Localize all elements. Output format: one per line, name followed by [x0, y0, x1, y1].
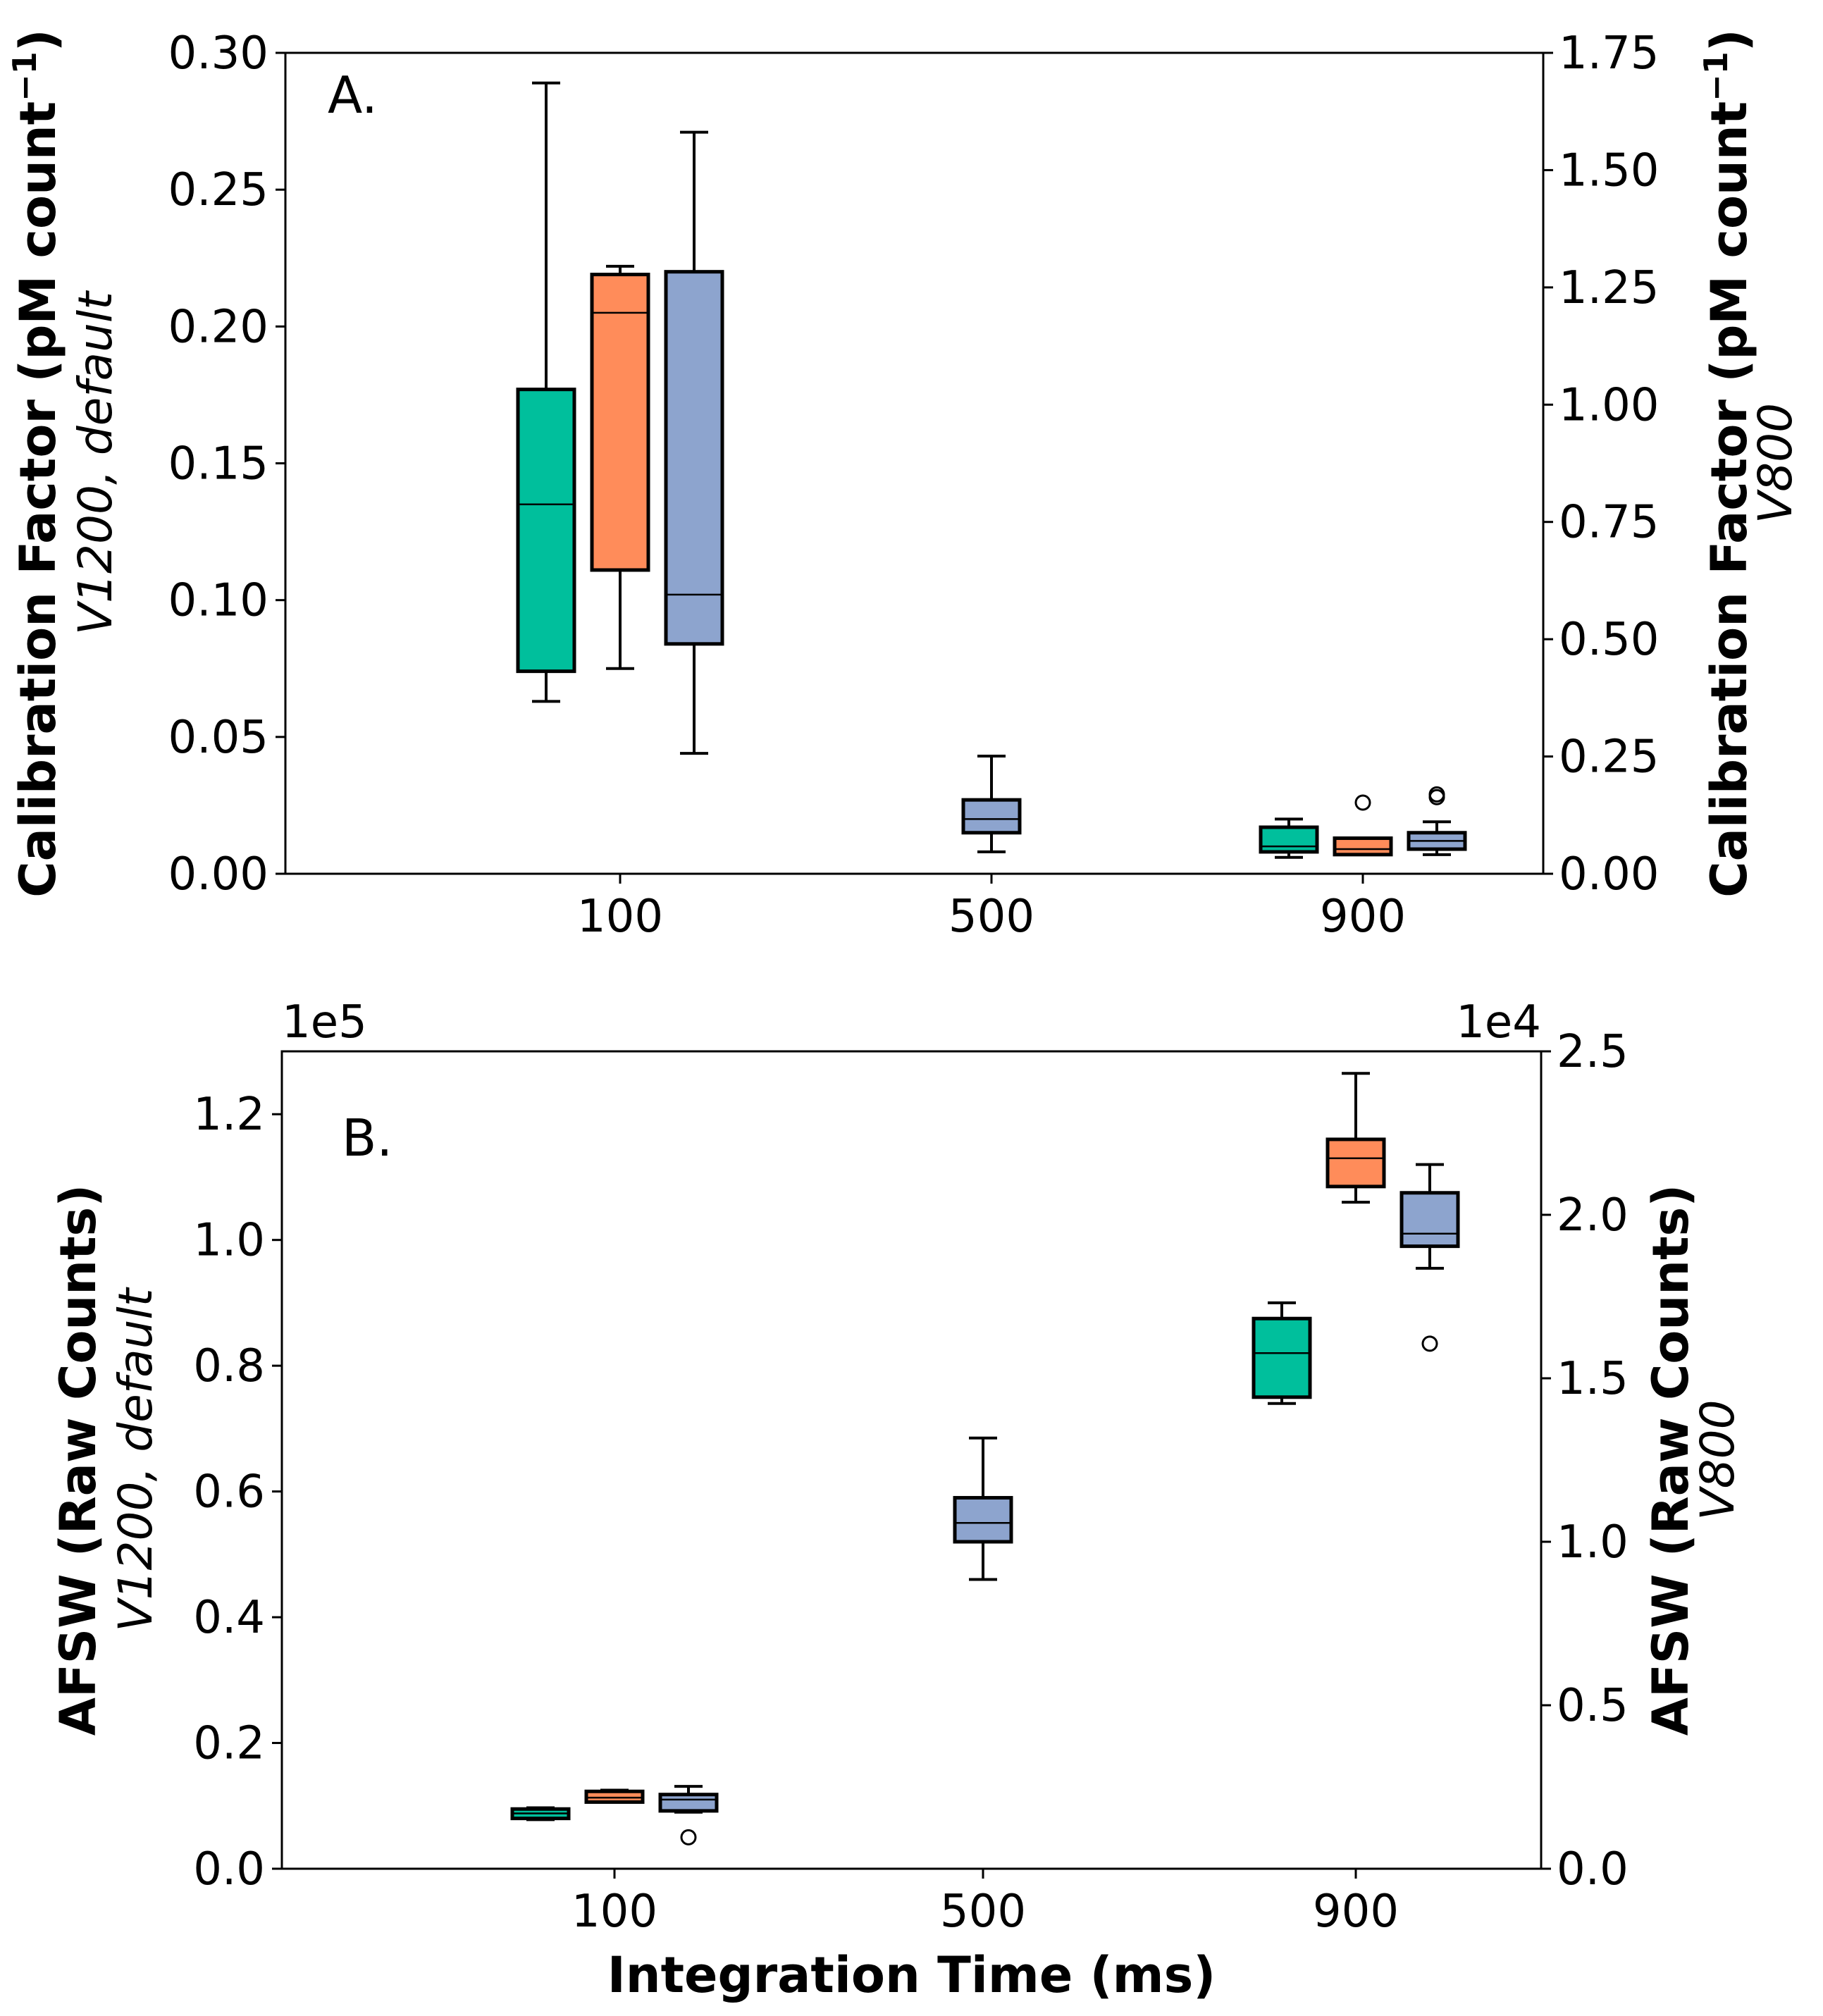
left-axis-subtitle: V1200, default [68, 290, 123, 635]
box-plot-100 [590, 264, 650, 670]
box-body [664, 270, 724, 646]
left-axis-subtitle: V1200, default [109, 1287, 163, 1631]
right-tick-label: 0.0 [1557, 1843, 1629, 1896]
right-tick-label: 1.50 [1559, 144, 1660, 197]
right-tick-label: 2.0 [1557, 1189, 1629, 1242]
right-axis-title: AFSW (Raw Counts) [1642, 1185, 1700, 1736]
left-tick-label: 0.8 [193, 1340, 265, 1392]
box-body [590, 273, 650, 572]
panel-a-chart: 0.00 0.05 0.10 0.15 0.20 0.25 0.30 0.00 0.25 0.50… [6, 27, 1803, 943]
box-body [1252, 1316, 1312, 1399]
box-plot-100 [664, 130, 724, 755]
right-axis-title: Calibration Factor (pM count−1) [1697, 29, 1758, 898]
x-tick-label: 500 [948, 891, 1034, 943]
left-tick-label: 1.2 [193, 1089, 265, 1141]
right-tick-label: 0.75 [1559, 497, 1660, 549]
x-axis-title: Integration Time (ms) [607, 1946, 1216, 2004]
x-tick-label: 100 [577, 891, 663, 943]
right-axis-subtitle: V800 [1748, 403, 1803, 524]
right-tick-label: 0.50 [1559, 614, 1660, 666]
left-axis-title: AFSW (Raw Counts) [49, 1185, 107, 1736]
box-body [516, 388, 576, 674]
box-plot-900 [1407, 786, 1467, 856]
right-tick-label: 1.5 [1557, 1353, 1629, 1405]
outlier-point [680, 1829, 697, 1845]
outlier-point [1421, 1335, 1438, 1352]
right-tick-label: 1.0 [1557, 1516, 1629, 1569]
box-body [1399, 1191, 1460, 1249]
x-tick-label: 100 [571, 1886, 657, 1938]
box-body [658, 1793, 719, 1813]
left-axis-title: Calibration Factor (pM count−1) [6, 29, 67, 898]
left-tick-label: 1.0 [193, 1215, 265, 1267]
right-tick-label: 0.5 [1557, 1680, 1629, 1732]
left-tick-label: 0.05 [168, 712, 269, 764]
outlier-point [1354, 794, 1371, 811]
box-plot-100 [584, 1788, 645, 1804]
left-tick-label: 0.2 [193, 1718, 265, 1770]
outlier-point [1428, 789, 1445, 805]
right-sci-offset: 1e4 [1456, 996, 1541, 1049]
left-tick-label: 0.10 [168, 575, 269, 627]
box-plot-100 [658, 1785, 719, 1845]
panel-label: A. [328, 66, 378, 125]
box-body [1325, 1137, 1386, 1189]
panel-b-chart: 0.0 0.2 0.4 0.6 0.8 1.0 1.2 0.0 0.5 1.0 1.5 2.0 2.5 1… [49, 996, 1745, 2004]
box-plot-500 [953, 1436, 1013, 1581]
box-body [584, 1789, 645, 1804]
right-tick-label: 1.75 [1559, 27, 1660, 80]
box-plot-100 [516, 81, 576, 703]
box-body [1333, 836, 1393, 857]
left-tick-label: 0.00 [168, 848, 269, 901]
left-sci-offset: 1e5 [282, 996, 367, 1049]
right-tick-label: 1.25 [1559, 262, 1660, 314]
x-tick-label: 900 [1313, 1886, 1399, 1938]
left-tick-label: 0.0 [193, 1843, 265, 1896]
left-tick-label: 0.15 [168, 438, 269, 490]
box-plot-100 [510, 1806, 571, 1822]
box-body [953, 1496, 1013, 1544]
plot-frame [284, 51, 1545, 875]
right-tick-label: 1.00 [1559, 379, 1660, 431]
box-plot-900 [1333, 794, 1393, 857]
left-tick-label: 0.20 [168, 301, 269, 353]
panel-label: B. [342, 1108, 393, 1168]
box-plot-500 [961, 755, 1022, 853]
left-tick-label: 0.30 [168, 27, 269, 80]
right-tick-label: 2.5 [1557, 1026, 1629, 1078]
box-plot-900 [1325, 1072, 1386, 1204]
right-tick-label: 0.25 [1559, 731, 1660, 784]
left-tick-label: 0.6 [193, 1466, 265, 1519]
box-plot-900 [1252, 1301, 1312, 1405]
box-plot-900 [1399, 1163, 1460, 1352]
right-axis-subtitle: V800 [1691, 1399, 1745, 1520]
left-tick-label: 0.25 [168, 164, 269, 216]
x-tick-label: 500 [940, 1886, 1026, 1938]
right-tick-label: 0.00 [1559, 848, 1660, 901]
plot-frame [280, 1050, 1543, 1870]
left-tick-label: 0.4 [193, 1592, 265, 1644]
box-body [1259, 825, 1319, 854]
x-tick-label: 900 [1320, 891, 1406, 943]
box-body [961, 798, 1022, 835]
box-plot-900 [1259, 817, 1319, 859]
